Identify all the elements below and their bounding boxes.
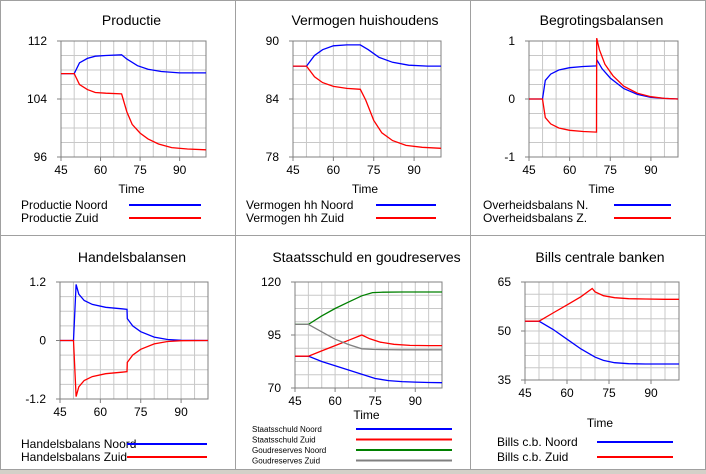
x-axis-label: Time xyxy=(118,182,145,196)
legend-label: Vermogen hh Noord xyxy=(246,198,353,212)
series-line xyxy=(529,57,679,100)
y-tick-label: 96 xyxy=(34,150,48,164)
chart-title: Bills centrale banken xyxy=(535,249,664,265)
y-tick-label: 120 xyxy=(261,275,281,289)
chart-staatsschuld-goudreserves: Staatsschuld en goudreserves 70 95 120 45 60 7… xyxy=(252,249,461,465)
legend-label: Bills c.b. Zuid xyxy=(497,450,568,464)
x-tick-label: 75 xyxy=(367,163,381,177)
x-tick-label: 60 xyxy=(560,386,574,400)
chart-panel-productie: Productie 96 104 112 45 60 75 90 Time Productie N… xyxy=(0,0,236,236)
x-tick-label: 45 xyxy=(286,163,300,177)
x-tick-label: 75 xyxy=(134,405,148,419)
x-tick-label: 60 xyxy=(328,394,342,408)
x-tick-label: 60 xyxy=(563,163,577,177)
x-tick-label: 45 xyxy=(53,405,67,419)
chart-title: Handelsbalansen xyxy=(78,249,186,265)
x-tick-label: 90 xyxy=(407,163,421,177)
y-tick-label: 104 xyxy=(27,92,47,106)
chart-panel-handelsbalansen: Handelsbalansen -1.2 0 1.2 45 60 75 90 Handelsba… xyxy=(0,235,236,470)
y-tick-label: 1 xyxy=(508,34,515,48)
x-tick-label: 45 xyxy=(518,386,532,400)
y-tick-label: 0 xyxy=(39,334,46,348)
x-tick-label: 75 xyxy=(602,386,616,400)
legend-label: Productie Noord xyxy=(21,198,108,212)
legend-label: Goudreserves Zuid xyxy=(252,456,320,465)
series-line xyxy=(525,287,679,322)
x-tick-label: 75 xyxy=(604,163,618,177)
x-tick-label: 90 xyxy=(174,405,188,419)
legend-label: Handelsbalans Zuid xyxy=(21,450,127,464)
chart-title: Vermogen huishoudens xyxy=(291,12,438,28)
x-axis-label: Time xyxy=(352,182,379,196)
x-tick-label: 90 xyxy=(644,386,658,400)
x-tick-label: 60 xyxy=(327,163,341,177)
x-tick-label: 60 xyxy=(94,405,108,419)
legend-label: Vermogen hh Zuid xyxy=(246,211,344,225)
legend-label: Overheidsbalans N. xyxy=(483,198,588,212)
y-tick-label: 50 xyxy=(498,324,512,338)
y-tick-label: 70 xyxy=(268,381,282,395)
legend-label: Staatsschuld Zuid xyxy=(252,435,316,444)
x-tick-label: 90 xyxy=(173,163,187,177)
x-tick-label: 75 xyxy=(369,394,383,408)
series-line xyxy=(60,284,209,342)
chart-title: Begrotingsbalansen xyxy=(540,12,664,28)
y-tick-label: 84 xyxy=(266,92,280,106)
y-tick-label: 1.2 xyxy=(29,275,46,289)
y-tick-label: 78 xyxy=(266,150,280,164)
x-axis-label: Time xyxy=(588,182,615,196)
series-line xyxy=(295,355,443,384)
chart-title: Productie xyxy=(102,12,161,28)
chart-productie: Productie 96 104 112 45 60 75 90 Time Productie N… xyxy=(21,12,207,225)
x-axis-label: Time xyxy=(353,408,380,422)
x-tick-label: 45 xyxy=(54,163,68,177)
y-tick-label: 95 xyxy=(268,328,282,342)
y-tick-label: 112 xyxy=(28,34,47,48)
x-tick-label: 75 xyxy=(133,163,147,177)
legend-label: Staatsschuld Noord xyxy=(252,425,322,434)
legend-label: Overheidsbalans Z. xyxy=(483,211,587,225)
chart-panel-begrotingsbalansen: Begrotingsbalansen -1 0 1 45 60 75 90 Time Overhe… xyxy=(470,0,706,236)
legend-label: Productie Zuid xyxy=(21,211,98,225)
y-tick-label: 0 xyxy=(508,92,515,106)
chart-title: Staatsschuld en goudreserves xyxy=(272,249,460,265)
legend-label: Bills c.b. Noord xyxy=(497,435,578,449)
x-tick-label: 90 xyxy=(644,163,658,177)
y-tick-label: -1 xyxy=(504,150,515,164)
series-line xyxy=(61,72,207,151)
series-line xyxy=(293,65,442,149)
series-line xyxy=(525,320,679,365)
series-line xyxy=(61,54,206,75)
y-tick-label: -1.2 xyxy=(25,392,46,406)
x-tick-label: 60 xyxy=(94,163,108,177)
series-line xyxy=(293,44,441,67)
chart-vermogen-huishoudens: Vermogen huishoudens 78 84 90 45 60 75 90 Time Ve… xyxy=(246,12,442,225)
x-tick-label: 45 xyxy=(522,163,536,177)
series-line xyxy=(529,37,679,133)
x-tick-label: 90 xyxy=(409,394,423,408)
legend-label: Handelsbalans Noord xyxy=(21,437,136,451)
y-tick-label: 90 xyxy=(266,34,280,48)
chart-panel-staatsschuld-goudreserves: Staatsschuld en goudreserves 70 95 120 45 60 7… xyxy=(235,235,471,470)
chart-handelsbalansen: Handelsbalansen -1.2 0 1.2 45 60 75 90 Handelsba… xyxy=(21,249,209,464)
chart-panel-bills-centrale-banken: Bills centrale banken 35 50 65 45 60 75 90 Time B… xyxy=(470,235,706,470)
legend-label: Goudreserves Noord xyxy=(252,446,326,455)
x-tick-label: 45 xyxy=(288,394,302,408)
chart-bills-centrale-banken: Bills centrale banken 35 50 65 45 60 75 90 Time B… xyxy=(497,249,680,464)
series-line xyxy=(60,339,209,397)
series-line xyxy=(295,291,442,326)
x-axis-label: Time xyxy=(587,416,614,430)
series-line xyxy=(295,323,442,351)
chart-panel-vermogen-huishoudens: Vermogen huishoudens 78 84 90 45 60 75 90 Time Ve… xyxy=(235,0,471,236)
series-line xyxy=(295,334,442,357)
y-tick-label: 35 xyxy=(498,373,512,387)
y-tick-label: 65 xyxy=(498,275,512,289)
